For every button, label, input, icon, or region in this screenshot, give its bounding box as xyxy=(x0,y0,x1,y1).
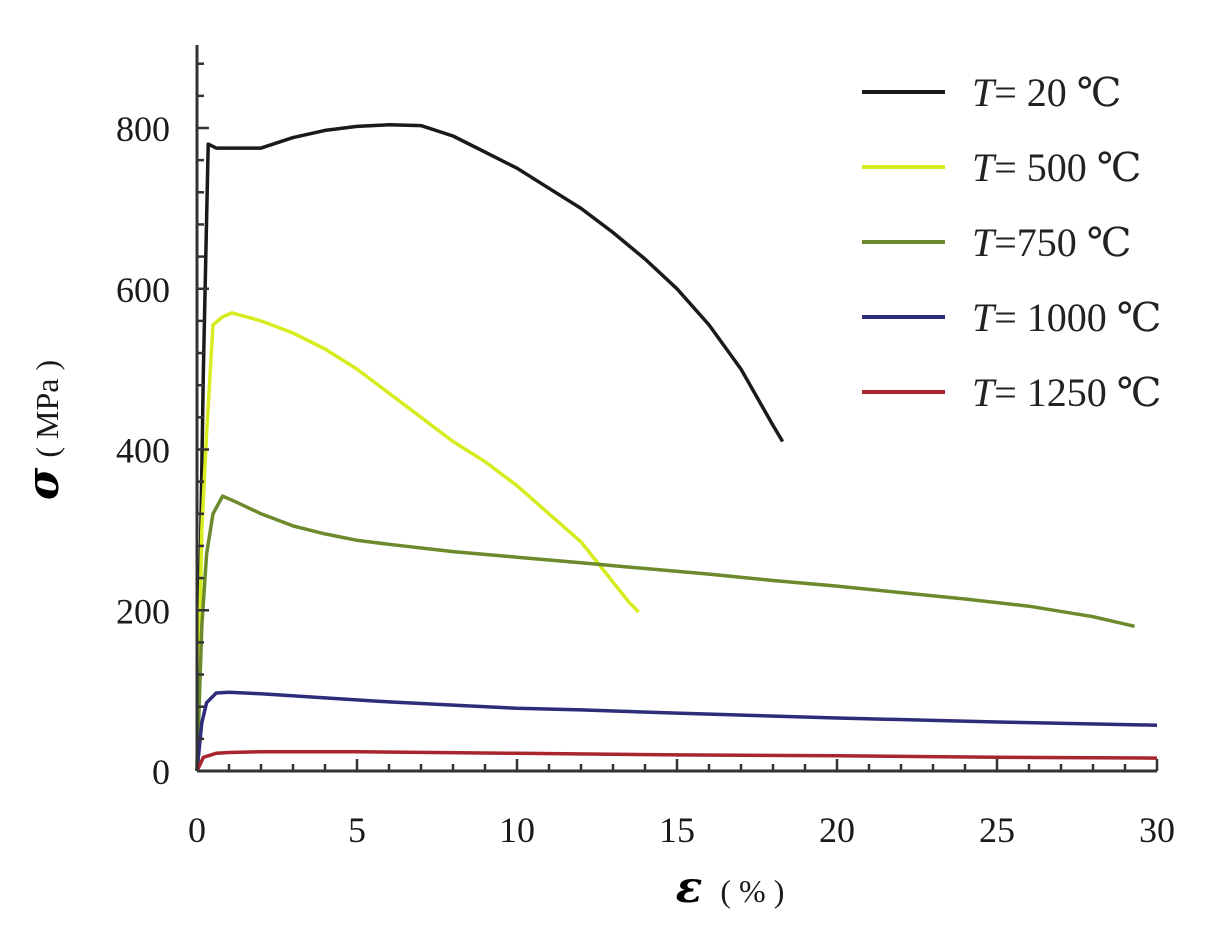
x-tick-label: 15 xyxy=(659,810,695,850)
series-line-4 xyxy=(195,690,1158,772)
svg-text:ε ( % ): ε ( % ) xyxy=(676,862,785,913)
x-tick-label: 25 xyxy=(979,810,1015,850)
x-axis-label: ε ( % ) xyxy=(676,862,785,913)
y-axis-label: σ ( MPa ) xyxy=(18,360,69,500)
legend-label-1: T= 20 ℃ xyxy=(972,70,1122,115)
legend-label-2: T= 500 ℃ xyxy=(972,145,1142,190)
legend: T= 20 ℃ T= 500 ℃ T=750 ℃ T= 1000 ℃ T= 1250 ℃ xyxy=(862,70,1162,415)
y-axis-unit: ( MPa ) xyxy=(29,360,65,458)
axes: 0 5 10 15 20 25 30 0 200 400 600 800 xyxy=(116,45,1175,850)
series-line-3 xyxy=(195,494,1135,772)
y-tick-label: 200 xyxy=(116,591,170,631)
y-tick-label: 400 xyxy=(116,431,170,471)
x-ticks: 0 5 10 15 20 25 30 xyxy=(188,759,1175,850)
y-ticks: 0 200 400 600 800 xyxy=(116,62,209,792)
x-axis-unit: ( % ) xyxy=(720,873,784,909)
x-tick-label: 30 xyxy=(1139,810,1175,850)
x-tick-label: 5 xyxy=(348,810,366,850)
plot-area xyxy=(195,123,1158,772)
svg-text:σ ( MPa ): σ ( MPa ) xyxy=(18,360,69,500)
y-tick-label: 800 xyxy=(116,109,170,149)
x-tick-label: 20 xyxy=(819,810,855,850)
y-tick-label: 0 xyxy=(152,752,170,792)
series-line-1 xyxy=(195,123,785,772)
legend-label-4: T= 1000 ℃ xyxy=(972,295,1162,340)
x-axis-symbol: ε xyxy=(676,862,703,913)
y-tick-label: 600 xyxy=(116,270,170,310)
series-line-2 xyxy=(195,311,640,772)
y-axis-symbol: σ xyxy=(18,467,69,500)
x-tick-label: 0 xyxy=(188,810,206,850)
series-line-5 xyxy=(195,749,1158,772)
legend-label-5: T= 1250 ℃ xyxy=(972,370,1162,415)
x-tick-label: 10 xyxy=(499,810,535,850)
legend-label-3: T=750 ℃ xyxy=(972,220,1132,265)
